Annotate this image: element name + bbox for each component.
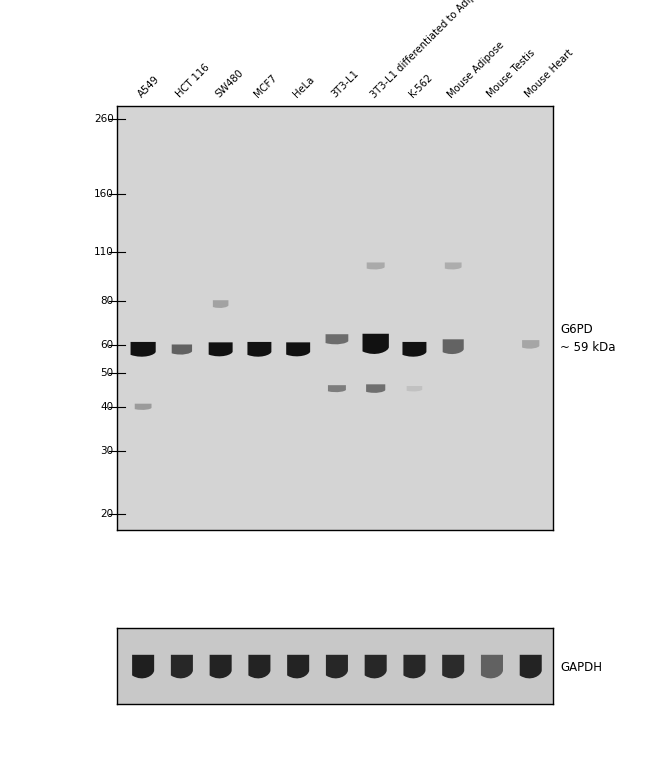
Text: 60: 60 xyxy=(101,340,114,350)
Text: 260: 260 xyxy=(94,114,114,124)
Text: GAPDH: GAPDH xyxy=(560,661,603,674)
PathPatch shape xyxy=(172,344,192,354)
Text: 40: 40 xyxy=(101,402,114,412)
Text: 110: 110 xyxy=(94,247,114,257)
PathPatch shape xyxy=(328,385,346,392)
Text: 160: 160 xyxy=(94,189,114,199)
PathPatch shape xyxy=(363,334,389,354)
PathPatch shape xyxy=(248,342,272,357)
Text: 20: 20 xyxy=(101,509,114,519)
PathPatch shape xyxy=(213,301,228,308)
PathPatch shape xyxy=(209,342,233,357)
PathPatch shape xyxy=(365,655,387,678)
Text: K-562: K-562 xyxy=(408,73,434,100)
PathPatch shape xyxy=(131,342,156,357)
PathPatch shape xyxy=(443,339,463,354)
Text: 30: 30 xyxy=(101,447,114,456)
Text: G6PD
~ 59 kDa: G6PD ~ 59 kDa xyxy=(560,322,616,354)
PathPatch shape xyxy=(135,403,151,410)
PathPatch shape xyxy=(404,655,426,678)
Text: Mouse Heart: Mouse Heart xyxy=(524,48,575,100)
PathPatch shape xyxy=(286,342,310,357)
Text: A549: A549 xyxy=(136,74,161,100)
Text: HCT 116: HCT 116 xyxy=(175,62,212,100)
Text: Mouse Testis: Mouse Testis xyxy=(485,48,537,100)
PathPatch shape xyxy=(326,655,348,678)
Text: MCF7: MCF7 xyxy=(252,73,279,100)
Text: 3T3-L1 differentiated to Adipocytes: 3T3-L1 differentiated to Adipocytes xyxy=(369,0,500,100)
PathPatch shape xyxy=(287,655,309,678)
PathPatch shape xyxy=(366,385,385,393)
Text: SW480: SW480 xyxy=(214,68,245,100)
PathPatch shape xyxy=(522,340,540,349)
PathPatch shape xyxy=(445,263,461,269)
PathPatch shape xyxy=(210,655,231,678)
PathPatch shape xyxy=(407,386,422,391)
PathPatch shape xyxy=(520,655,541,678)
Text: HeLa: HeLa xyxy=(291,75,316,100)
PathPatch shape xyxy=(248,655,270,678)
PathPatch shape xyxy=(481,655,503,678)
Text: 50: 50 xyxy=(101,368,114,378)
PathPatch shape xyxy=(367,263,385,269)
Text: 80: 80 xyxy=(101,295,114,306)
PathPatch shape xyxy=(132,655,154,678)
Text: Mouse Adipose: Mouse Adipose xyxy=(446,39,506,100)
PathPatch shape xyxy=(402,342,426,357)
PathPatch shape xyxy=(171,655,193,678)
Text: 3T3-L1: 3T3-L1 xyxy=(330,69,361,100)
PathPatch shape xyxy=(326,335,348,344)
PathPatch shape xyxy=(442,655,464,678)
